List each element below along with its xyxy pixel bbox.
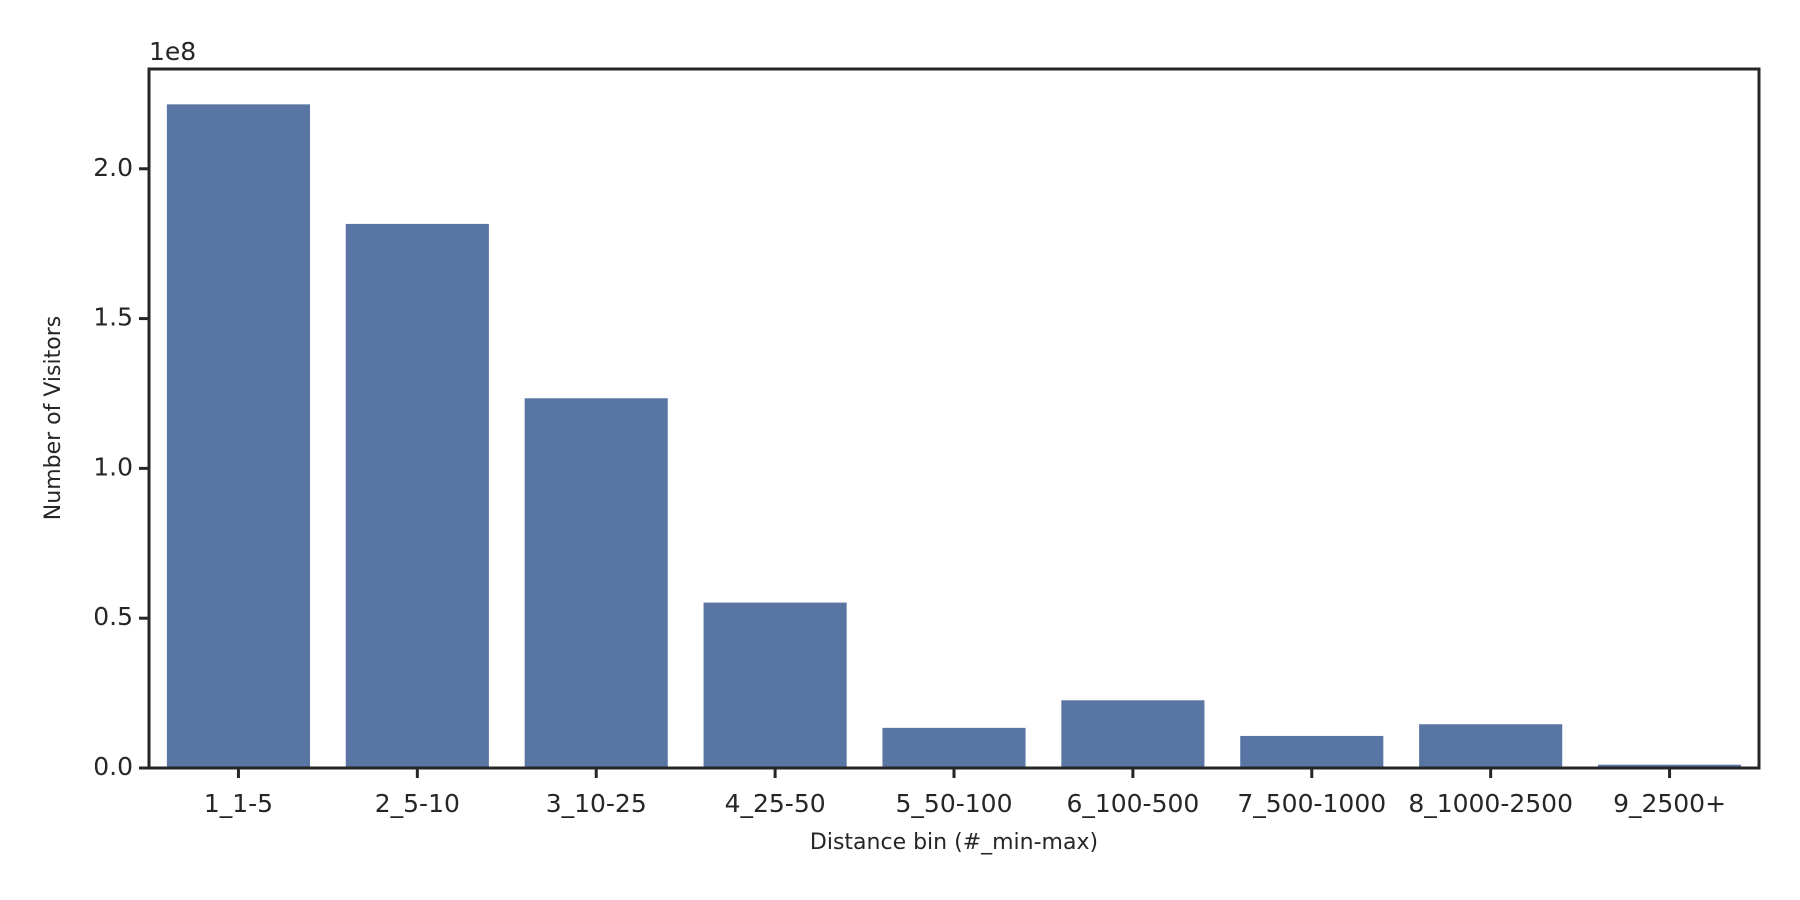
bar (1598, 764, 1742, 768)
bar (524, 398, 668, 768)
x-tick-label: 2_5-10 (375, 789, 460, 818)
y-tick-label: 1.0 (93, 452, 133, 481)
x-tick-label: 6_100-500 (1066, 789, 1199, 818)
bar (703, 602, 847, 768)
bar (345, 223, 489, 768)
y-axis-label: Number of Visitors (41, 316, 66, 520)
bar (882, 727, 1026, 768)
bar (1240, 735, 1384, 768)
plot-frame (147, 67, 1761, 770)
y-tick-label: 0.5 (93, 602, 133, 631)
bar (1419, 724, 1563, 768)
x-tick-label: 1_1-5 (204, 789, 273, 818)
x-tick-label: 7_500-1000 (1237, 789, 1386, 818)
x-axis-label: Distance bin (#_min-max) (810, 830, 1098, 855)
y-tick-label: 0.0 (93, 752, 133, 781)
y-tick-label: 1.5 (93, 303, 133, 332)
x-tick-label: 3_10-25 (546, 789, 647, 818)
bar (1061, 700, 1205, 768)
y-tick-label: 2.0 (93, 153, 133, 182)
y-offset-label: 1e8 (149, 37, 196, 66)
x-tick-label: 4_25-50 (725, 789, 826, 818)
x-tick-label: 8_1000-2500 (1408, 789, 1573, 818)
x-tick-label: 5_50-100 (896, 789, 1013, 818)
bar (166, 104, 310, 768)
x-tick-label: 9_2500+ (1613, 789, 1726, 818)
